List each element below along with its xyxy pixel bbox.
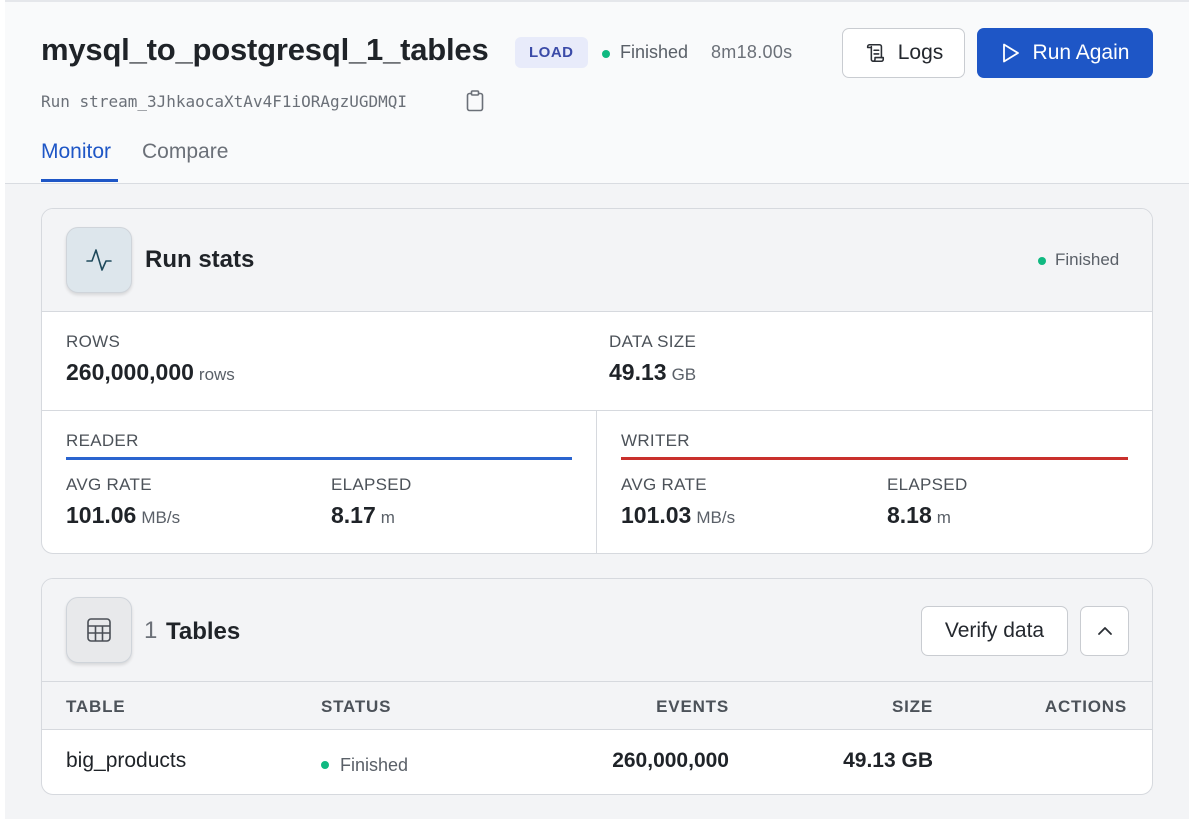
logs-button[interactable]: Logs [842, 28, 965, 78]
reader-avg-rate-label: AVG RATE [66, 475, 152, 494]
reader-avg-rate-unit: MB/s [141, 508, 181, 527]
reader-elapsed-label: ELAPSED [331, 475, 412, 494]
writer-avg-rate-number: 101.03 [621, 502, 692, 528]
reader-avg-rate-value: 101.06 MB/s [66, 502, 180, 529]
table-grid-icon [66, 597, 132, 663]
rows-number: 260,000,000 [66, 359, 194, 385]
writer-accent-bar [621, 457, 1128, 460]
table-size: 49.13 GB [843, 749, 933, 772]
tables-title: Tables [166, 618, 241, 645]
tab-monitor[interactable]: Monitor [41, 140, 112, 163]
chevron-up-icon [1097, 626, 1113, 636]
page-header: mysql_to_postgresql_1_tables LOAD Finish… [5, 2, 1189, 184]
data-size-number: 49.13 [609, 359, 667, 385]
run-again-label: Run Again [1032, 41, 1130, 64]
copy-icon[interactable] [466, 90, 484, 117]
writer-elapsed-value: 8.18 m [887, 502, 951, 529]
tab-monitor-indicator [41, 179, 118, 182]
column-header-table[interactable]: TABLE [66, 697, 126, 716]
reader-label: READER [66, 431, 139, 450]
page-title: mysql_to_postgresql_1_tables [41, 32, 489, 67]
verify-data-button[interactable]: Verify data [921, 606, 1068, 656]
table-status: Finished [340, 755, 409, 775]
page: mysql_to_postgresql_1_tables LOAD Finish… [5, 0, 1189, 819]
data-size-value: 49.13 GB [609, 359, 696, 386]
data-size-label: DATA SIZE [609, 332, 697, 351]
column-header-status[interactable]: STATUS [321, 697, 392, 716]
run-id-label: Run [41, 92, 70, 111]
logs-button-label: Logs [897, 41, 944, 64]
writer-elapsed-unit: m [936, 508, 951, 527]
writer-avg-rate-value: 101.03 MB/s [621, 502, 735, 529]
mode-badge: LOAD [515, 37, 588, 68]
play-icon [1001, 42, 1021, 64]
reader-elapsed-value: 8.17 m [331, 502, 395, 529]
reader-accent-bar [66, 457, 572, 460]
writer-elapsed-label: ELAPSED [887, 475, 968, 494]
run-stats-title: Run stats [145, 246, 255, 273]
tables-header: 1 Tables Verify data [42, 579, 1152, 682]
data-size-unit: GB [671, 365, 697, 384]
rows-value: 260,000,000 rows [66, 359, 235, 386]
divider [596, 411, 597, 553]
run-duration: 8m18.00s [711, 42, 793, 62]
status-dot-icon [321, 761, 329, 769]
table-header-row: TABLE STATUS EVENTS SIZE ACTIONS [42, 682, 1152, 730]
reader-avg-rate-number: 101.06 [66, 502, 137, 528]
activity-icon [66, 227, 132, 293]
status-dot-icon [602, 50, 610, 58]
rows-unit: rows [198, 365, 235, 384]
reader-elapsed-unit: m [380, 508, 395, 527]
writer-avg-rate-unit: MB/s [696, 508, 736, 527]
tables-count: 1 [144, 617, 158, 644]
writer-avg-rate-label: AVG RATE [621, 475, 707, 494]
file-list-icon [864, 42, 886, 64]
run-again-button[interactable]: Run Again [977, 28, 1153, 78]
run-id-value: stream_3JhkaocaXtAv4F1iORAgzUGDMQI [79, 92, 408, 111]
run-stats-header: Run stats Finished [42, 209, 1152, 312]
divider [42, 410, 1152, 411]
run-stats-status: Finished [1055, 250, 1120, 269]
run-status: Finished [620, 42, 689, 62]
run-id: Run stream_3JhkaocaXtAv4F1iORAgzUGDMQI [41, 92, 407, 111]
tab-compare[interactable]: Compare [142, 140, 229, 163]
table-events: 260,000,000 [612, 749, 729, 772]
reader-elapsed-number: 8.17 [331, 502, 376, 528]
table-name[interactable]: big_products [66, 749, 187, 772]
collapse-button[interactable] [1080, 606, 1129, 656]
status-dot-icon [1038, 257, 1046, 265]
column-header-actions: ACTIONS [1044, 697, 1127, 716]
run-stats-card: Run stats Finished ROWS 260,000,000 rows … [41, 208, 1153, 554]
writer-label: WRITER [621, 431, 690, 450]
table-row[interactable]: big_products Finished 260,000,000 49.13 … [42, 730, 1152, 794]
rows-label: ROWS [66, 332, 121, 351]
writer-elapsed-number: 8.18 [887, 502, 932, 528]
column-header-size[interactable]: SIZE [892, 697, 933, 716]
tables-card: 1 Tables Verify data TABLE STATUS EVENTS… [41, 578, 1153, 795]
column-header-events[interactable]: EVENTS [656, 697, 729, 716]
